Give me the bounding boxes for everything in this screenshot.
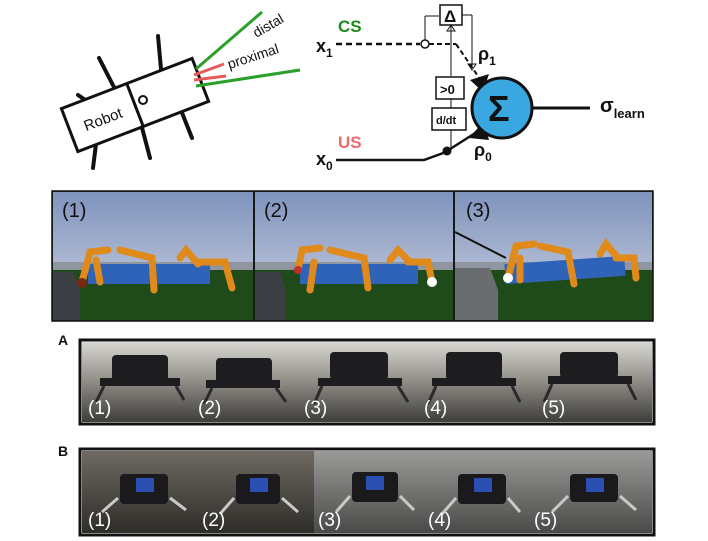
proximal-antenna-upper	[193, 62, 225, 77]
row-a-photo-label: (5)	[542, 398, 565, 419]
row-a-label: A	[58, 332, 68, 348]
sim-robot-legs	[78, 244, 236, 294]
row-a-photo-label: (3)	[304, 398, 327, 419]
sim-panel-2: (2)	[255, 192, 453, 320]
sim-step	[255, 272, 286, 320]
sim-foot	[503, 273, 513, 283]
proximal-antenna-lower	[193, 74, 227, 82]
sim-robot-legs	[294, 244, 436, 294]
sim-sensor-ray	[454, 231, 507, 259]
sim-robot-base	[504, 255, 626, 285]
row-b-strip: (1) (2) (3) (4) (5)	[78, 447, 656, 537]
simulation-strip: (1) (2)	[51, 190, 654, 322]
cs-label: CS	[338, 17, 362, 36]
sigma-symbol: Σ	[488, 88, 510, 129]
row-b-label: B	[58, 443, 68, 459]
feedback-arrow	[446, 24, 456, 32]
row-b-photo-label: (5)	[534, 510, 557, 531]
sim-foot	[294, 266, 302, 274]
sim-step	[53, 272, 80, 320]
row-a-robots	[100, 352, 632, 388]
threshold-box	[435, 76, 465, 100]
sim-foot	[427, 277, 437, 287]
sim-foot	[77, 278, 87, 288]
row-b-photo-label: (4)	[428, 510, 451, 531]
row-a-photo-label: (2)	[198, 398, 221, 419]
delta-label: Δ	[444, 7, 456, 26]
robot-sketch: Robot distal proximal	[59, 10, 301, 170]
learning-circuit: CS US x1 x0 Δ >0 d/dt ρ1 ρ0	[316, 4, 645, 173]
sim-sky	[455, 192, 652, 266]
row-b-photos	[82, 451, 652, 533]
distal-antenna-upper	[195, 10, 263, 71]
row-b-photo-label: (2)	[202, 510, 225, 531]
row-b-robot-legs	[101, 494, 637, 515]
sim-robot-base	[88, 264, 210, 284]
rho1-label: ρ1	[478, 44, 496, 68]
sigma-learn-label: σlearn	[600, 95, 645, 121]
sim-robot-base	[300, 264, 418, 284]
proximal-label: proximal	[225, 40, 280, 72]
rho0-label: ρ0	[474, 140, 492, 164]
sim-panel-label: (2)	[264, 200, 288, 222]
x1-label: x1	[316, 36, 333, 60]
row-a-strip: (1) (2) (3) (4) (5)	[78, 338, 656, 426]
threshold-label: >0	[440, 82, 455, 97]
sim-panel-1: (1)	[53, 192, 253, 320]
sim-panel-label: (3)	[466, 200, 490, 222]
row-a-photo-label: (4)	[424, 398, 447, 419]
sim-robot-legs	[504, 238, 640, 288]
us-label: US	[338, 133, 362, 152]
sim-panel-3: (3)	[454, 192, 652, 320]
derivative-box	[431, 107, 467, 131]
distal-label: distal	[250, 10, 286, 40]
sim-step	[455, 268, 498, 320]
robot-joint	[138, 95, 148, 105]
row-a-robot-legs	[94, 383, 638, 405]
row-b-photo-label: (3)	[318, 510, 341, 531]
row-a-photos	[82, 342, 652, 422]
x1-junction	[420, 39, 430, 49]
row-a-photo-label: (1)	[88, 398, 111, 419]
row-b-robot-heads	[136, 476, 604, 492]
robot-body: Robot	[59, 56, 211, 154]
sim-panel-label: (1)	[62, 200, 86, 222]
row-b-photo-label: (1)	[88, 510, 111, 531]
derivative-label: d/dt	[436, 115, 456, 127]
x0-label: x0	[316, 149, 333, 173]
x0-input-line	[336, 150, 447, 162]
distal-antenna-lower	[195, 68, 301, 88]
delta-arrow-head	[467, 63, 477, 71]
